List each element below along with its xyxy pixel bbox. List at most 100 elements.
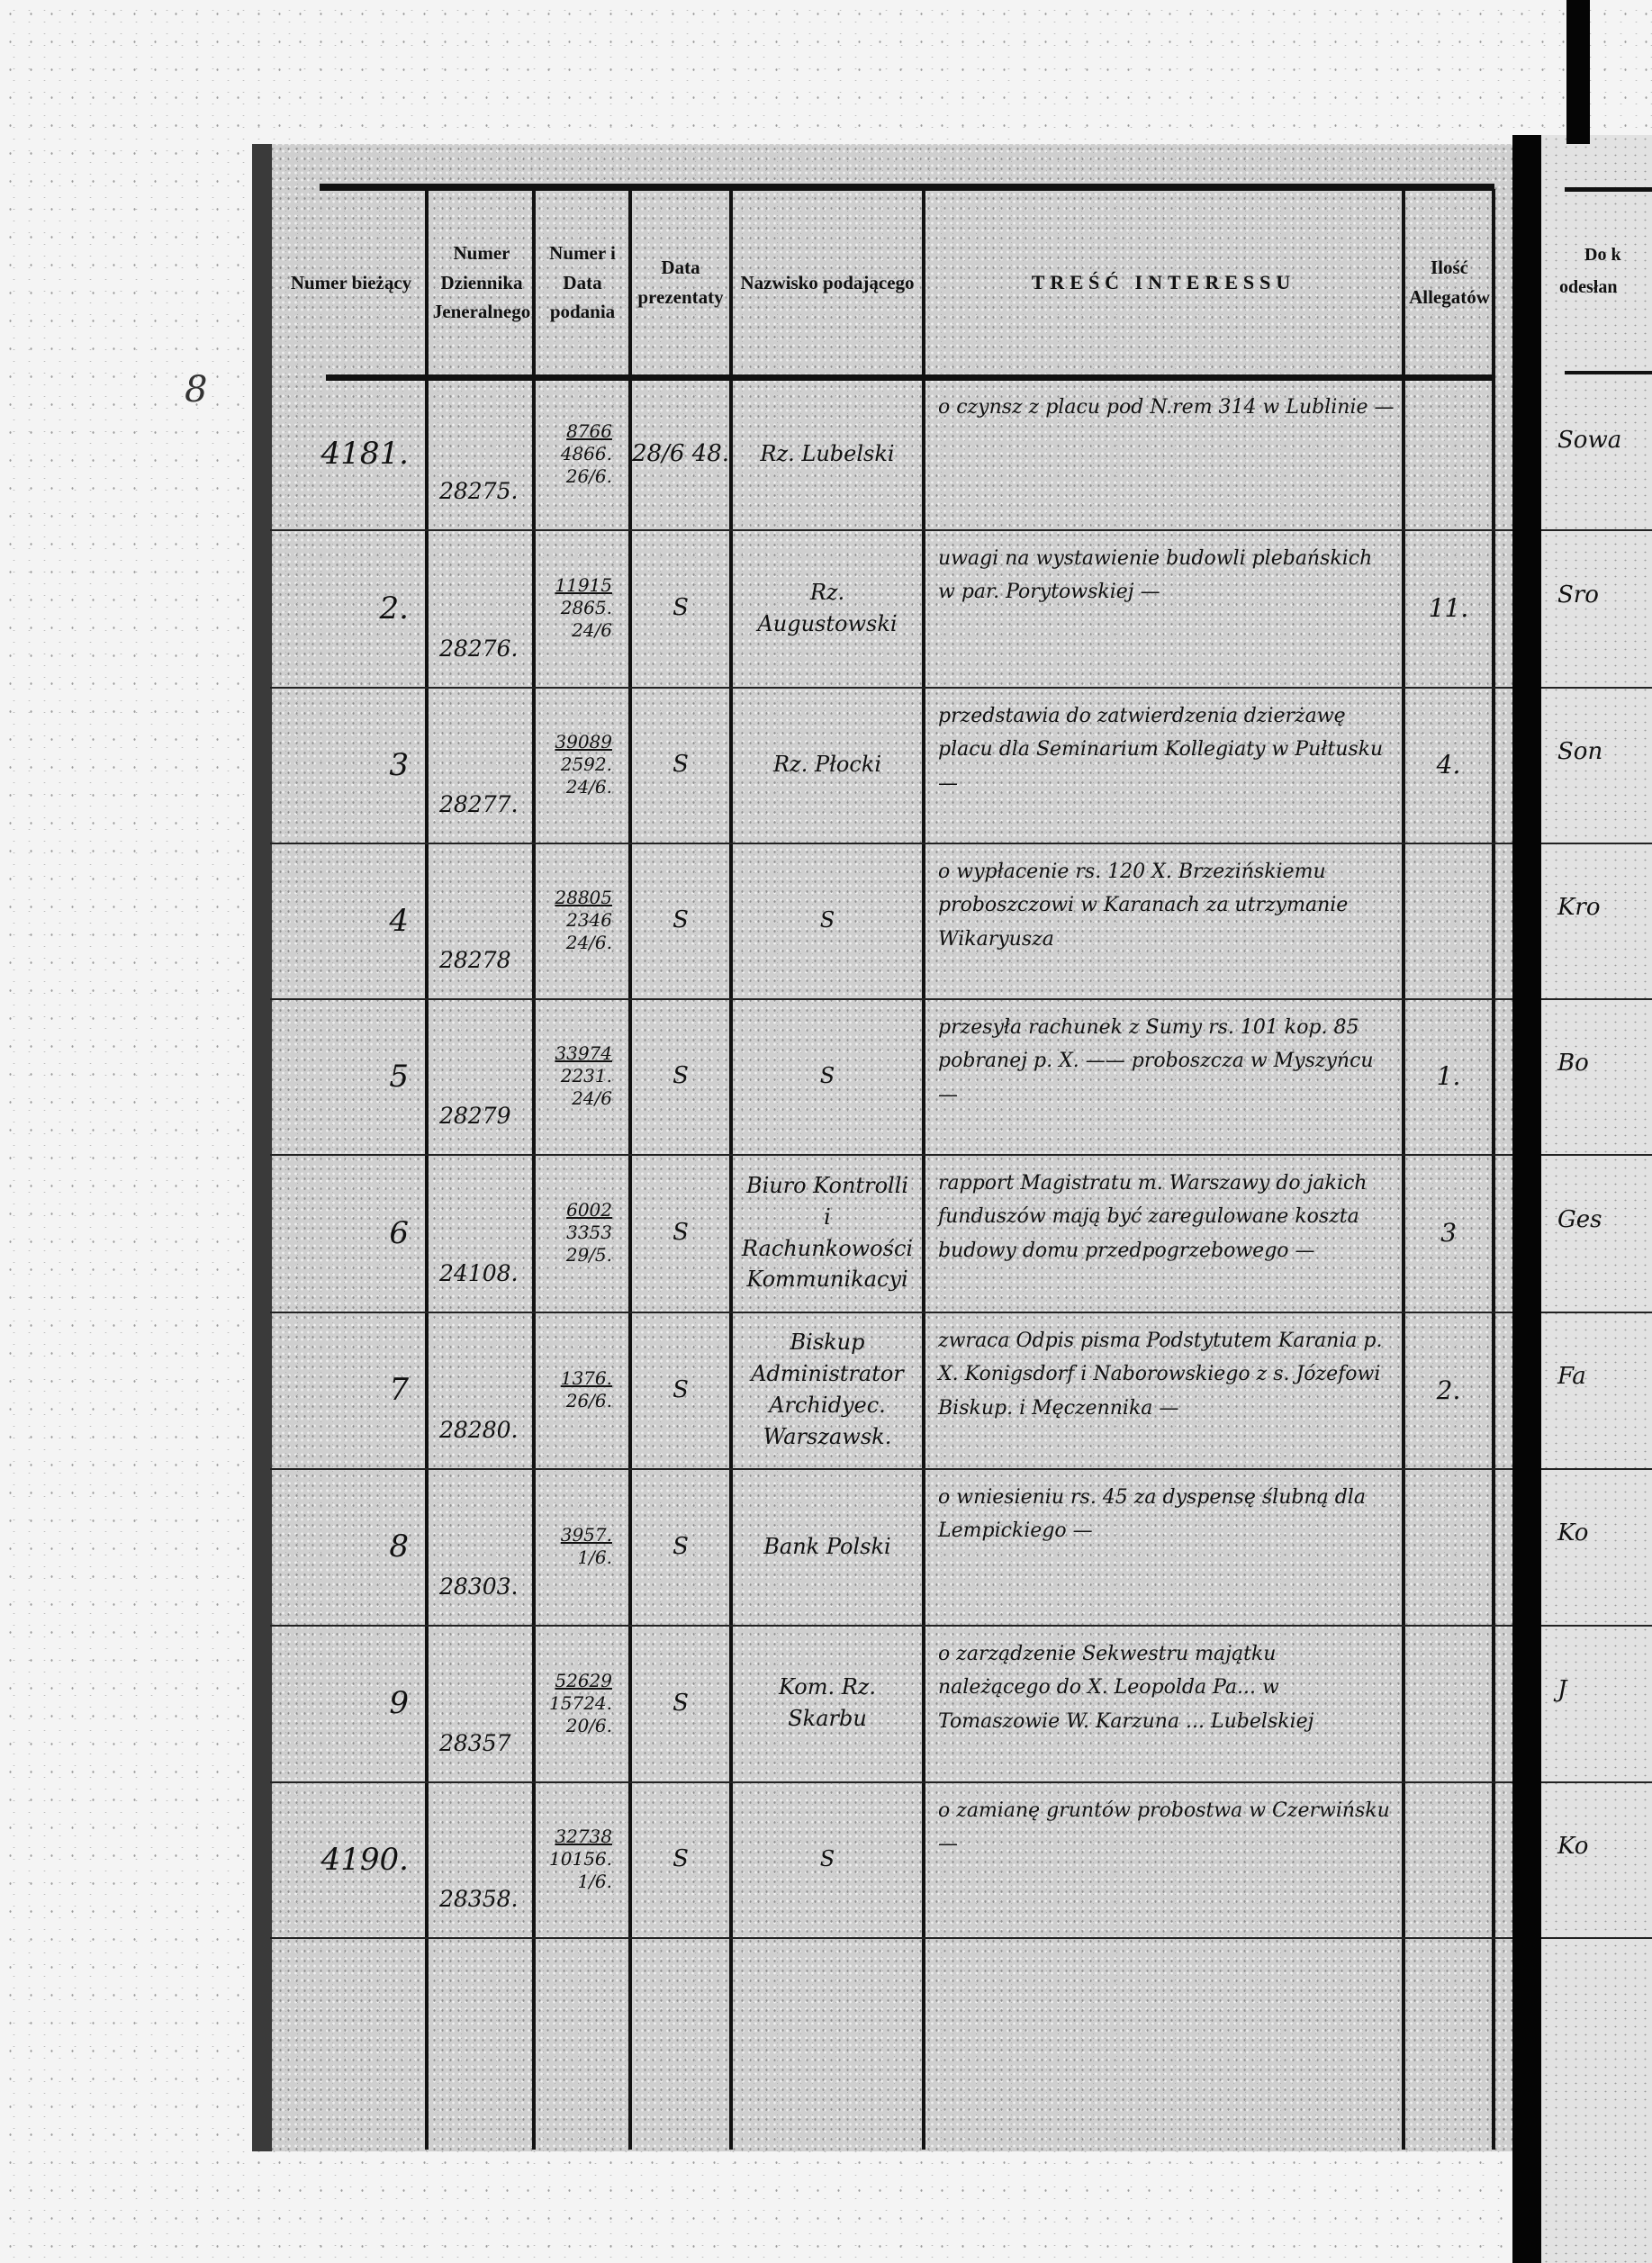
submission-number-date: 52629 15724. 20/6. (534, 1625, 630, 1781)
entry-number: 6 (389, 1214, 409, 1251)
attachments-count (1404, 1468, 1494, 1625)
row-divider (270, 687, 1512, 689)
column-divider (532, 189, 536, 2150)
scan-border (1566, 0, 1590, 144)
row-divider (270, 1937, 1512, 1939)
matter-content: przesyła rachunek z Sumy rs. 101 kop. 85… (938, 1016, 1374, 1106)
submission-line: 20/6. (565, 1714, 612, 1736)
top-rule (320, 184, 1494, 191)
column-divider (729, 189, 733, 2150)
submission-number-date: 11915 2865. 24/6 (534, 529, 630, 687)
presentation-date: S (673, 594, 689, 622)
attachments-count (1404, 843, 1494, 998)
submission-line: 26/6. (565, 1390, 612, 1411)
attachments-count (1404, 378, 1494, 529)
submission-line: 4866. (560, 442, 612, 464)
header-data-prezentaty: Data prezentaty (637, 257, 724, 308)
right-page-entry: Ges (1557, 1205, 1602, 1233)
right-page-row-divider (1541, 1937, 1652, 1939)
entry-number: 4181. (320, 436, 409, 472)
matter-content: zwraca Odpis pisma Podstytutem Karania p… (938, 1330, 1383, 1420)
submission-line: 32738 (555, 1826, 612, 1847)
submission-line: 3957. (560, 1524, 612, 1546)
journal-number: 28279 (439, 1103, 511, 1129)
submission-line: 39089 (555, 731, 612, 753)
right-page-entry: Kro (1557, 893, 1601, 921)
right-page-entry: Son (1557, 737, 1603, 765)
submitter-name: Rz. Augustowski (757, 579, 898, 636)
entry-number: 8 (389, 1528, 409, 1564)
submission-line: 24/6. (565, 932, 612, 953)
submission-number-date: 6002 3353 29/5. (534, 1154, 630, 1312)
presentation-date: 28/6 48. (632, 439, 729, 467)
submission-line: 6002 (566, 1199, 612, 1221)
right-page-entry: Fa (1557, 1363, 1586, 1390)
matter-content: o wypłacenie rs. 120 X. Brzezińskiemu pr… (938, 861, 1349, 951)
header-numer-dziennika: Numer Dziennika Jeneralnego (432, 242, 531, 323)
right-page-entry: J (1557, 1676, 1567, 1703)
header-ilosc-allegatow: Ilość Allegatów (1409, 257, 1490, 308)
journal-number: 24108. (439, 1260, 519, 1286)
journal-number: 28276. (439, 636, 519, 662)
submitter-name: S (819, 1063, 835, 1089)
submission-line: 15724. (549, 1691, 612, 1714)
presentation-date: S (673, 751, 689, 779)
presentation-date: S (673, 1219, 689, 1247)
submission-line: 33974 (555, 1042, 612, 1064)
journal-number: 28275. (439, 478, 519, 504)
right-page-rule (1565, 187, 1652, 192)
submission-line: 10156. (549, 1848, 612, 1870)
adjacent-page (1541, 135, 1652, 2263)
attachments-count: 1. (1436, 1061, 1461, 1091)
journal-number: 28280. (439, 1417, 519, 1443)
right-page-header-2: odesłan (1559, 277, 1618, 297)
header-numer-data-podania: Numer i Data podania (549, 242, 616, 323)
right-page-entry: Ko (1557, 1832, 1589, 1860)
submission-line: 1/6. (577, 1546, 612, 1568)
entry-number: 3 (389, 746, 409, 783)
submission-line: 24/6 (572, 1087, 612, 1109)
row-divider (270, 1781, 1512, 1783)
presentation-date: S (673, 1532, 689, 1560)
column-divider (922, 189, 925, 2150)
submitter-name: Kom. Rz. Skarbu (778, 1674, 877, 1731)
journal-number: 28357 (439, 1730, 511, 1756)
submission-line: 1/6. (577, 1871, 612, 1892)
row-divider (270, 998, 1512, 1000)
right-page-row-divider (1541, 687, 1652, 689)
submission-line: 2346 (566, 909, 612, 931)
attachments-count: 3 (1440, 1218, 1457, 1248)
column-divider (1492, 189, 1495, 2150)
row-divider (270, 1625, 1512, 1627)
submission-number-date: 32738 10156. 1/6. (534, 1781, 630, 1937)
submitter-name: S (819, 1846, 835, 1872)
right-page-entry: Ko (1557, 1519, 1589, 1546)
presentation-date: S (673, 1062, 689, 1090)
header-nazwisko: Nazwisko podającego (740, 271, 915, 293)
submitter-name: Biuro Kontrolli i Rachunkowości Kommunik… (741, 1172, 914, 1293)
right-page-header-1: Do k (1584, 245, 1621, 265)
header-tresc-interessu: TREŚĆ INTERESSU (1031, 270, 1296, 293)
journal-number: 28277. (439, 791, 519, 817)
submission-line: 2231. (560, 1065, 612, 1086)
matter-content: przedstawia do zatwierdzenia dzierżawę p… (938, 705, 1384, 795)
right-page-rule-2 (1565, 371, 1652, 374)
submission-line: 28805 (555, 887, 612, 908)
column-divider (628, 189, 632, 2150)
submission-line: 24/6 (572, 619, 612, 641)
submission-line: 2592. (560, 753, 612, 775)
right-page-entry: Sowa (1557, 427, 1622, 454)
row-divider (270, 843, 1512, 844)
book-gutter (1512, 135, 1541, 2263)
submission-line: 11915 (555, 574, 612, 596)
right-page-row-divider (1541, 1625, 1652, 1627)
matter-content: o czynsz z placu pod N.rem 314 w Lublini… (938, 396, 1395, 419)
entry-number: 5 (389, 1058, 409, 1095)
matter-content: rapport Magistratu m. Warszawy do jakich… (938, 1172, 1368, 1262)
submitter-name: Rz. Lubelski (760, 440, 895, 466)
right-page-row-divider (1541, 1781, 1652, 1783)
right-page-entry: Bo (1557, 1049, 1589, 1077)
column-divider (425, 189, 429, 2150)
right-page-row-divider (1541, 843, 1652, 844)
journal-number: 28278 (439, 947, 511, 973)
